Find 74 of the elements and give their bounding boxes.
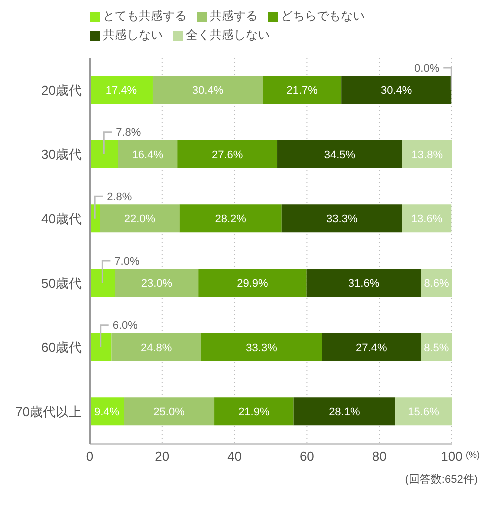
bar xyxy=(263,76,342,104)
bar xyxy=(201,333,322,362)
data-label: 21.7% xyxy=(286,85,318,98)
data-label: 15.6% xyxy=(408,406,440,419)
bar xyxy=(198,269,307,298)
x-tick-label: 0 xyxy=(86,449,94,464)
bar xyxy=(402,140,452,168)
bar xyxy=(180,204,282,233)
y-tick-label: 20歳代 xyxy=(42,82,82,98)
data-label: 24.8% xyxy=(141,342,172,354)
bar xyxy=(214,398,294,426)
data-label: 9.4% xyxy=(94,406,120,419)
bar xyxy=(396,398,452,426)
data-label: 27.6% xyxy=(212,149,244,162)
x-axis-title: (%) xyxy=(466,450,480,460)
x-tick-label: 20 xyxy=(155,449,170,464)
data-label: 29.9% xyxy=(237,278,269,290)
text: (回答数:652件) xyxy=(404,473,478,487)
bar xyxy=(178,140,278,168)
data-label: 6.0% xyxy=(112,320,138,332)
bar xyxy=(90,140,118,168)
data-label: 7.8% xyxy=(116,127,142,140)
data-label: 34.5% xyxy=(324,149,356,162)
x-tick-label: 40 xyxy=(228,449,242,464)
bar xyxy=(152,76,264,104)
data-label: 28.2% xyxy=(215,214,247,226)
data-label: 23.0% xyxy=(141,278,173,290)
bar xyxy=(112,333,202,362)
bar xyxy=(90,269,116,298)
data-label: 28.1% xyxy=(329,406,360,419)
data-label: 13.8% xyxy=(412,149,444,162)
data-label: 31.6% xyxy=(348,278,380,290)
bar xyxy=(282,204,402,233)
bar xyxy=(294,398,396,426)
bar xyxy=(118,140,178,168)
x-tick-label: 60 xyxy=(300,449,314,464)
data-label: 8.6% xyxy=(424,278,450,290)
data-label: 8.5% xyxy=(424,342,450,354)
bar xyxy=(306,269,422,298)
data-label: 33.3% xyxy=(246,342,278,354)
legend-label: 共感しない xyxy=(102,27,163,44)
bar xyxy=(278,140,402,168)
legend-label: 共感する xyxy=(209,8,258,25)
data-label: 22.0% xyxy=(124,214,156,226)
data-label: 16.4% xyxy=(132,149,164,162)
data-label: 0.0% xyxy=(414,62,440,75)
y-tick-label: 30歳代 xyxy=(42,147,82,162)
data-label: 33.3% xyxy=(326,214,358,226)
y-tick-label: 60歳代 xyxy=(42,340,82,356)
data-label: 30.4% xyxy=(381,85,412,98)
data-label: 17.4% xyxy=(106,85,138,98)
x-tick-label: 80 xyxy=(372,449,387,464)
bar xyxy=(342,76,452,104)
bar xyxy=(90,333,112,362)
bar xyxy=(100,204,180,233)
data-label: 25.0% xyxy=(154,406,186,419)
data-label: 27.4% xyxy=(356,342,388,354)
legend-label: どちらでもない xyxy=(280,8,365,25)
legend-label: とても共感する xyxy=(102,8,187,25)
data-label: 7.0% xyxy=(114,256,140,268)
x-tick-label: 100 xyxy=(441,449,463,464)
y-tick-label: 70歳代以上 xyxy=(16,404,82,420)
y-tick-label: 50歳代 xyxy=(42,276,82,291)
bar xyxy=(124,398,215,426)
data-label: 30.4% xyxy=(192,85,224,98)
bar xyxy=(322,333,422,362)
data-label: 2.8% xyxy=(107,192,132,204)
data-label: 13.6% xyxy=(411,214,443,226)
data-label: 21.9% xyxy=(238,406,270,419)
bar xyxy=(115,269,199,298)
legend-label: 全く共感しない xyxy=(185,27,270,44)
bar xyxy=(402,204,452,233)
bar xyxy=(90,76,153,104)
y-tick-label: 40歳代 xyxy=(42,211,82,226)
